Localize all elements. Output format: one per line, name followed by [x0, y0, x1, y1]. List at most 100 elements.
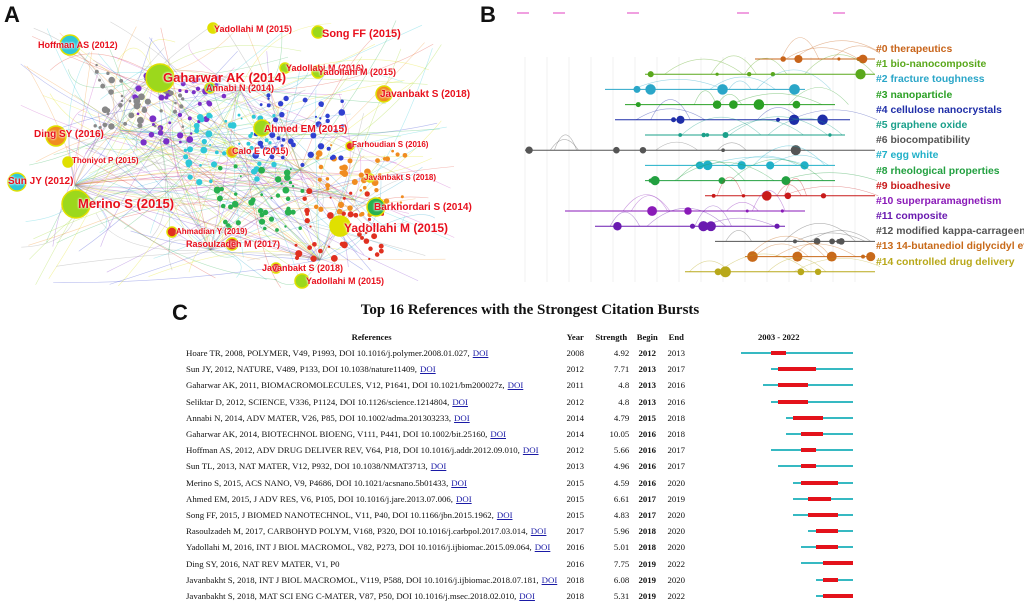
network-edge — [88, 150, 321, 261]
cluster-label: #6 biocompatibility — [876, 135, 971, 147]
doi-link[interactable]: DOI — [452, 396, 468, 407]
row-begin: 2017 — [638, 509, 657, 520]
burst-table-header: References Year Strength Begin End 2003 … — [186, 329, 866, 345]
doi-link[interactable]: DOI — [420, 364, 436, 375]
row-burst-bar — [691, 588, 866, 604]
timeline-arc — [609, 211, 640, 227]
network-node — [400, 195, 404, 199]
burst-segment — [815, 529, 839, 534]
network-node — [358, 172, 364, 178]
timeline-arc — [767, 117, 843, 136]
network-edge — [111, 113, 211, 251]
row-strength: 4.79 — [613, 412, 630, 423]
network-edge — [239, 89, 369, 230]
network-hub-node — [225, 237, 239, 251]
network-node — [193, 122, 200, 129]
network-node — [269, 154, 275, 160]
network-node — [239, 175, 242, 178]
row-reference: Javanbakht S, 2018, INT J BIOL MACROMOL,… — [186, 572, 557, 588]
network-node — [280, 144, 284, 148]
row-end: 2018 — [667, 429, 686, 440]
network-edge — [132, 112, 356, 201]
network-edge — [66, 129, 301, 171]
network-node — [138, 93, 145, 101]
doi-link[interactable]: DOI — [519, 590, 535, 601]
network-node — [377, 173, 382, 177]
network-node — [187, 116, 192, 121]
doi-link[interactable]: DOI — [451, 477, 467, 488]
doi-link[interactable]: DOI — [454, 412, 470, 423]
network-node — [177, 93, 183, 98]
timeline-arc — [785, 47, 859, 60]
network-node — [254, 176, 260, 182]
network-node — [399, 201, 403, 204]
network-node — [237, 113, 241, 117]
network-node — [275, 228, 279, 232]
cluster-label: #0 therapeutics — [876, 44, 953, 55]
network-node — [287, 138, 294, 145]
doi-link[interactable]: DOI — [456, 493, 472, 504]
doi-link[interactable]: DOI — [522, 445, 539, 456]
row-burst-bar — [691, 345, 866, 361]
network-edge — [74, 170, 361, 189]
network-node — [297, 253, 301, 258]
doi-link[interactable]: DOI — [490, 429, 506, 440]
network-node — [280, 182, 283, 185]
network-node — [326, 187, 330, 191]
network-edge — [110, 21, 246, 151]
timeline-node — [753, 99, 765, 110]
network-node — [272, 114, 276, 118]
timeline-node — [684, 207, 692, 215]
network-node — [310, 255, 317, 262]
network-node — [209, 114, 213, 118]
network-node — [258, 166, 266, 174]
node-label: Ding SY (2016) — [34, 129, 104, 140]
doi-link[interactable]: DOI — [541, 574, 558, 585]
row-end: 2017 — [667, 445, 686, 456]
network-edge — [74, 113, 351, 186]
doi-link[interactable]: DOI — [530, 526, 547, 537]
doi-link[interactable]: DOI — [496, 509, 513, 520]
cluster-label: #9 bioadhesive — [876, 180, 951, 192]
doi-link[interactable]: DOI — [534, 542, 551, 553]
timeline-arc — [754, 243, 809, 257]
row-end: 2017 — [667, 364, 686, 375]
node-label: Yadollahi M (2015) — [306, 276, 385, 286]
network-node — [281, 155, 285, 160]
network-node — [318, 248, 323, 254]
timeline-arc — [783, 185, 879, 197]
doi-link[interactable]: DOI — [507, 380, 524, 391]
network-node — [337, 201, 345, 208]
row-strength: 6.08 — [613, 574, 630, 585]
network-edge — [74, 184, 111, 228]
network-node — [382, 157, 387, 161]
network-node — [333, 128, 339, 134]
timeline-node — [836, 238, 842, 244]
network-node — [102, 122, 108, 128]
network-edge — [74, 79, 405, 186]
row-strength: 4.8 — [618, 380, 630, 391]
doi-link[interactable]: DOI — [430, 461, 447, 472]
network-edge — [169, 124, 211, 251]
timeline-node — [780, 56, 786, 62]
network-node — [196, 179, 203, 186]
network-node — [347, 211, 354, 218]
row-end: 2020 — [667, 574, 686, 585]
network-node — [186, 163, 191, 168]
network-edge — [299, 169, 372, 272]
timeline-node — [671, 117, 677, 123]
row-reference: Gaharwar AK, 2011, BIOMACROMOLECULES, V1… — [186, 377, 557, 393]
network-node — [210, 161, 218, 168]
doi-link[interactable]: DOI — [472, 348, 489, 359]
network-node — [367, 217, 372, 221]
network-node — [290, 209, 296, 215]
node-label: Farhoudian S (2016) — [352, 140, 429, 149]
reference-text: Sun TL, 2013, NAT MATER, V12, P932, DOI … — [186, 461, 428, 472]
timeline-node — [720, 266, 731, 278]
cluster-label: #2 fracture toughness — [876, 74, 985, 86]
timeline-node — [745, 209, 749, 213]
burst-segment — [815, 545, 839, 550]
row-end: 2020 — [667, 477, 686, 488]
network-node — [300, 189, 305, 193]
timeline-arc — [767, 257, 827, 273]
